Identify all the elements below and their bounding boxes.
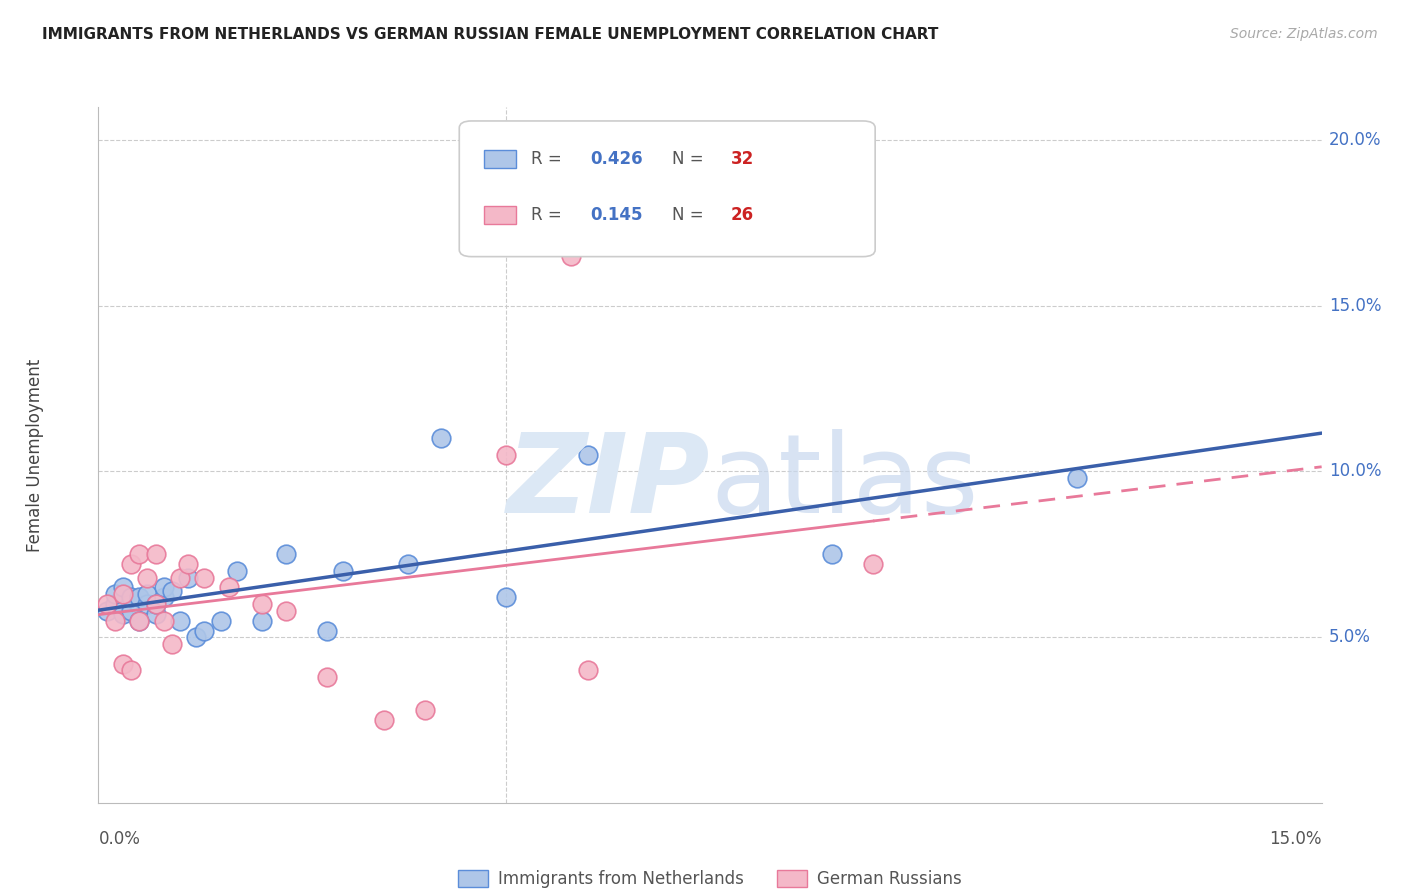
Text: N =: N = (672, 150, 709, 169)
Point (274, 547, 297, 561)
Point (169, 614, 191, 628)
Point (226, 564, 249, 578)
Point (274, 604, 297, 618)
Point (111, 657, 134, 671)
Point (218, 581, 240, 595)
Point (145, 547, 167, 561)
Point (193, 570, 215, 584)
Point (120, 604, 142, 618)
Point (576, 663, 599, 677)
Text: 0.145: 0.145 (591, 206, 643, 224)
Point (120, 663, 142, 677)
Point (193, 624, 215, 638)
Point (96, 597, 118, 611)
Point (821, 547, 844, 561)
Point (160, 583, 183, 598)
Point (430, 431, 453, 445)
Text: 5.0%: 5.0% (1329, 628, 1371, 646)
Text: 20.0%: 20.0% (1329, 131, 1381, 149)
Point (104, 597, 127, 611)
Point (152, 581, 174, 595)
Point (152, 614, 174, 628)
Point (128, 591, 150, 605)
Point (186, 630, 208, 644)
Point (111, 607, 134, 621)
Point (128, 547, 150, 561)
Point (104, 587, 127, 601)
Point (413, 703, 436, 717)
Point (145, 597, 167, 611)
Point (332, 564, 354, 578)
Text: atlas: atlas (710, 429, 979, 536)
Text: Source: ZipAtlas.com: Source: ZipAtlas.com (1230, 27, 1378, 41)
Point (209, 614, 232, 628)
Point (145, 607, 167, 621)
Text: 15.0%: 15.0% (1329, 297, 1381, 315)
Text: R =: R = (531, 206, 568, 224)
Point (145, 597, 167, 611)
Point (495, 448, 517, 462)
Point (177, 570, 200, 584)
Point (111, 581, 134, 595)
Point (136, 597, 159, 611)
Text: R =: R = (531, 150, 568, 169)
FancyBboxPatch shape (460, 121, 875, 257)
Text: 26: 26 (731, 206, 754, 224)
Text: 0.0%: 0.0% (98, 830, 141, 847)
Text: 0.426: 0.426 (591, 150, 643, 169)
Point (250, 597, 273, 611)
Point (1066, 471, 1088, 485)
Point (96, 604, 118, 618)
Text: IMMIGRANTS FROM NETHERLANDS VS GERMAN RUSSIAN FEMALE UNEMPLOYMENT CORRELATION CH: IMMIGRANTS FROM NETHERLANDS VS GERMAN RU… (42, 27, 939, 42)
Point (862, 558, 884, 572)
Point (495, 591, 517, 605)
Point (136, 587, 159, 601)
Point (560, 249, 582, 263)
FancyBboxPatch shape (484, 206, 516, 224)
Point (177, 558, 200, 572)
Point (104, 614, 127, 628)
Point (128, 614, 150, 628)
Text: 15.0%: 15.0% (1270, 830, 1322, 847)
Point (576, 448, 599, 462)
Text: ZIP: ZIP (506, 429, 710, 536)
Point (136, 570, 159, 584)
FancyBboxPatch shape (484, 150, 516, 169)
Point (315, 670, 337, 684)
Point (250, 614, 273, 628)
Point (396, 558, 419, 572)
Point (120, 558, 142, 572)
Text: 32: 32 (731, 150, 754, 169)
Point (160, 637, 183, 651)
Point (128, 614, 150, 628)
Point (315, 624, 337, 638)
Point (169, 570, 191, 584)
Text: Female Unemployment: Female Unemployment (27, 359, 44, 551)
Legend: Immigrants from Netherlands, German Russians: Immigrants from Netherlands, German Russ… (458, 871, 962, 888)
Point (111, 587, 134, 601)
Point (373, 713, 395, 727)
Text: N =: N = (672, 206, 709, 224)
Text: 10.0%: 10.0% (1329, 462, 1381, 481)
Point (152, 591, 174, 605)
Point (120, 591, 142, 605)
